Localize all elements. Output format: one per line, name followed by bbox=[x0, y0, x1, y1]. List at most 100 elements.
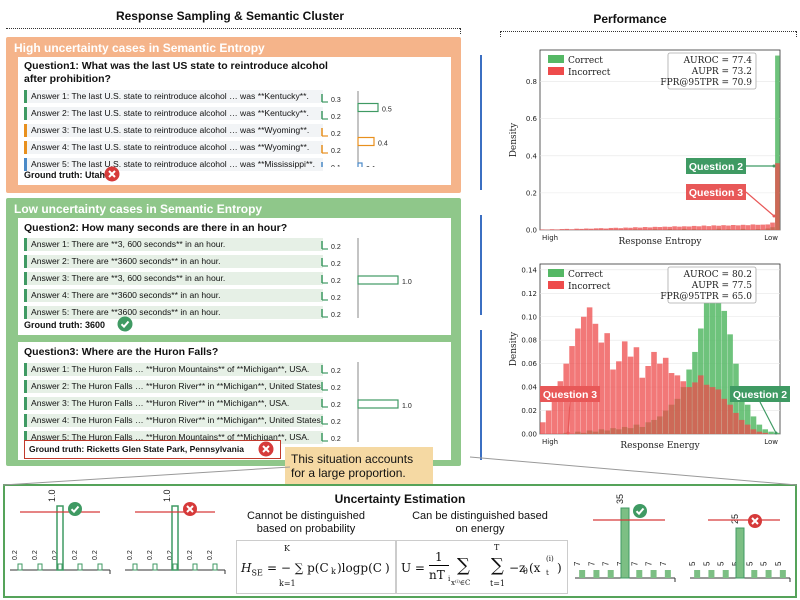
mini-energy-label: 5 bbox=[774, 561, 783, 566]
histogram-bar bbox=[554, 229, 560, 230]
y-tick-label: 0.8 bbox=[526, 78, 537, 86]
question3-ground-truth: Ground truth: Ricketts Glen State Park, … bbox=[29, 444, 244, 454]
x-axis-label: Response Entropy bbox=[618, 237, 702, 247]
histogram-bar bbox=[686, 226, 692, 230]
mini-energy-label: 7 bbox=[602, 561, 611, 566]
cluster-bar bbox=[357, 162, 363, 167]
histogram-bar bbox=[608, 227, 614, 230]
mini-energy-label: 5 bbox=[760, 561, 769, 566]
histogram-bar bbox=[680, 381, 687, 434]
histogram-bar bbox=[727, 404, 733, 434]
y-tick-label: 0.00 bbox=[521, 431, 537, 439]
y-tick-label: 0.08 bbox=[521, 337, 537, 345]
histogram-bar bbox=[726, 225, 731, 230]
mini-bar bbox=[77, 563, 83, 571]
mini-illustrations: 0.2 0.2 0.2 0.2 0.21.00.2 0.2 0.2 0.2 0.21.07 7 7 7… bbox=[10, 489, 791, 582]
callout-label: Question 2 bbox=[689, 161, 743, 173]
mini-bar-label: 0.2 bbox=[52, 550, 59, 560]
right-title-bracket bbox=[500, 31, 796, 32]
mini-energy-label: 5 bbox=[745, 561, 754, 566]
legend-label: Correct bbox=[568, 270, 603, 280]
energy-chart: 0.00 0.02 0.04 0.06 0.08 0.10 0.12 0.14 Density R… bbox=[509, 263, 790, 451]
cluster-bar bbox=[357, 136, 375, 147]
left-section-title: Response Sampling & Semantic Cluster bbox=[115, 9, 345, 23]
y-tick-label: 0.0 bbox=[526, 227, 537, 235]
mini-bar-label: 0.2 bbox=[167, 550, 174, 560]
x-right-label: Low bbox=[764, 438, 778, 446]
answer-row: Answer 1: There are **3, 600 seconds** i… bbox=[24, 238, 323, 251]
question3-ground-truth-box: Ground truth: Ricketts Glen State Park, … bbox=[24, 440, 281, 459]
cluster-label: 0.4 bbox=[378, 141, 388, 148]
stat-text: FPR@95TPR = 65.0 bbox=[660, 292, 752, 302]
mini-energy-tall-label: 35 bbox=[615, 494, 625, 504]
histogram-bar bbox=[762, 429, 768, 434]
histogram-bar bbox=[701, 225, 707, 230]
histogram-bar bbox=[677, 226, 682, 230]
histogram-bar bbox=[588, 228, 594, 230]
stat-text: AUROC = 77.4 bbox=[683, 56, 753, 66]
histogram-bar bbox=[569, 229, 575, 230]
uncertainty-estimation-panel bbox=[3, 484, 797, 598]
mini-bar bbox=[152, 563, 158, 571]
wrong-icon bbox=[183, 502, 197, 516]
divider-line bbox=[480, 55, 482, 190]
question2-card: Question2: How many seconds are there in… bbox=[18, 218, 451, 335]
histogram-bar bbox=[706, 226, 712, 230]
histogram-bar bbox=[668, 373, 675, 434]
mini-energy-bar bbox=[579, 570, 586, 578]
histogram-bar bbox=[731, 224, 736, 230]
probability-label: 0.2 bbox=[331, 419, 341, 426]
histogram-bar bbox=[691, 225, 697, 230]
y-tick-label: 0.10 bbox=[521, 313, 537, 321]
mini-tall-label: 1.0 bbox=[162, 489, 172, 502]
mini-energy-bar bbox=[650, 570, 657, 578]
mini-energy-bar bbox=[751, 570, 758, 578]
histogram-bar bbox=[721, 310, 728, 434]
probability-label: 0.2 bbox=[331, 312, 341, 318]
histogram-bar bbox=[715, 389, 722, 434]
probability-label: 0.2 bbox=[331, 436, 341, 442]
mini-energy-bar bbox=[708, 570, 715, 578]
entropy-chart: 0.0 0.2 0.4 0.6 0.8 Density Response Entropy Hi… bbox=[509, 49, 781, 247]
answer-row: Answer 4: The last U.S. state to reintro… bbox=[24, 141, 323, 154]
histogram-bar bbox=[721, 398, 728, 434]
legend-swatch bbox=[548, 281, 564, 289]
histogram-bar bbox=[745, 225, 751, 230]
mini-bar bbox=[57, 563, 63, 571]
left-caption: Cannot be distinguished based on probabi… bbox=[246, 510, 366, 535]
stat-text: AUROC = 80.2 bbox=[683, 270, 752, 280]
histogram-bar bbox=[698, 375, 704, 434]
probability-label: 0.2 bbox=[331, 148, 341, 155]
mini-bar-label: 0.2 bbox=[32, 550, 39, 560]
question1-card: Question1: What was the last US state to… bbox=[18, 57, 451, 185]
cluster-label: 1.0 bbox=[402, 403, 412, 410]
legend-label: Incorrect bbox=[568, 68, 611, 78]
y-tick-label: 0.04 bbox=[521, 384, 537, 392]
mini-bar-label: 0.2 bbox=[147, 550, 154, 560]
mini-bar-label: 0.2 bbox=[127, 550, 134, 560]
x-right-label: Low bbox=[764, 234, 778, 242]
mini-bar bbox=[37, 563, 43, 571]
histogram-bar bbox=[739, 387, 745, 434]
mini-energy-bar bbox=[664, 570, 671, 578]
probability-label: 0.2 bbox=[331, 385, 341, 392]
right-title-bracket-tick-left bbox=[500, 31, 501, 37]
histogram-bar bbox=[727, 334, 733, 434]
histogram-bar bbox=[740, 224, 746, 230]
y-tick-label: 0.12 bbox=[521, 290, 537, 298]
histogram-bar bbox=[613, 227, 619, 230]
x-axis-label: Response Energy bbox=[620, 441, 700, 451]
mini-energy-tall-label: 25 bbox=[730, 514, 740, 524]
cluster-label: 1.0 bbox=[402, 279, 412, 286]
histogram-bar bbox=[545, 410, 552, 434]
question1-text: Question1: What was the last US state to… bbox=[24, 60, 328, 85]
mini-bar-label: 0.2 bbox=[72, 550, 79, 560]
histogram-bar bbox=[744, 404, 751, 434]
right-title-bracket-tick-right bbox=[796, 31, 797, 37]
question2-text: Question2: How many seconds are there in… bbox=[24, 222, 288, 234]
mini-energy-bar bbox=[593, 570, 600, 578]
mini-tall-bar bbox=[56, 505, 64, 571]
high-uncertainty-title: High uncertainty cases in Semantic Entro… bbox=[14, 41, 265, 55]
mini-energy-bar bbox=[779, 570, 786, 578]
histogram-bar bbox=[645, 366, 651, 434]
